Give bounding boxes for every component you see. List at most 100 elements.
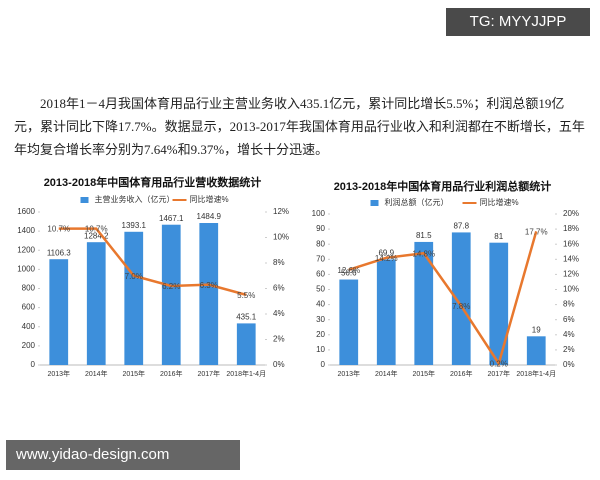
x-tick-label: 2017年	[197, 369, 220, 378]
bar	[526, 336, 546, 365]
y-tick-label: 20	[316, 330, 325, 339]
bar-value-label: 1393.1	[122, 221, 147, 230]
y2-tick-label: 16%	[563, 239, 579, 248]
chart-title: 2013-2018年中国体育用品行业营收数据统计	[44, 175, 262, 189]
line-value-label: 10.7%	[85, 225, 108, 234]
bar-value-label: 1106.3	[47, 248, 71, 257]
y2-tick-label: 12%	[273, 207, 289, 216]
y-tick-label: 400	[22, 322, 36, 331]
bar	[376, 259, 396, 365]
footer-link: www.yidao-design.com	[6, 440, 240, 470]
y2-tick-label: 12%	[563, 270, 579, 279]
line-value-label: 7.8%	[452, 302, 470, 311]
bar-value-label: 56.6	[341, 269, 357, 278]
y-tick-label: 1400	[17, 226, 35, 235]
bar	[451, 232, 471, 365]
x-tick-label: 2015年	[122, 369, 145, 378]
legend-swatch	[80, 197, 89, 203]
y-tick-label: 90	[316, 224, 325, 233]
x-tick-label: 2018年1-4月	[516, 369, 556, 378]
bar	[339, 279, 359, 365]
bar	[49, 259, 69, 365]
y-tick-label: 1200	[17, 245, 35, 254]
badge: TG: MYYJJPP	[446, 8, 590, 36]
bar	[414, 241, 434, 365]
legend-label: 利润总额（亿元）	[385, 197, 449, 207]
growth-line	[58, 227, 247, 297]
y-tick-label: 600	[22, 303, 36, 312]
x-tick-label: 2014年	[375, 369, 398, 378]
y2-tick-label: 6%	[563, 315, 575, 324]
y-tick-label: 800	[22, 284, 36, 293]
y-tick-label: 10	[316, 345, 325, 354]
line-value-label: 5.5%	[237, 291, 255, 300]
x-tick-label: 2014年	[85, 369, 108, 378]
y2-tick-label: 6%	[273, 284, 285, 293]
charts: 2013-2018年中国体育用品行业营收数据统计0200400600800100…	[17, 175, 579, 378]
bar	[199, 223, 219, 365]
y-tick-label: 50	[316, 285, 325, 294]
y-tick-label: 30	[316, 315, 325, 324]
y2-tick-label: 8%	[563, 300, 575, 309]
paragraph: 2018年1－4月我国体育用品行业主营业务收入435.1亿元，累计同比增长5.5…	[14, 96, 585, 157]
line-value-label: 7.0%	[125, 272, 143, 281]
y2-tick-label: 4%	[563, 330, 575, 339]
line-value-label: 17.7%	[525, 227, 548, 236]
line-value-label: 0.2%	[490, 360, 508, 369]
y2-tick-label: 10%	[273, 233, 289, 242]
y2-tick-label: 14%	[563, 254, 579, 263]
legend-label: 同比增速%	[480, 197, 519, 207]
y2-tick-label: 4%	[273, 309, 285, 318]
y-tick-label: 100	[312, 209, 326, 218]
line-value-label: 14.8%	[412, 249, 435, 258]
y-tick-label: 0	[31, 360, 36, 369]
bar-value-label: 87.8	[453, 222, 469, 231]
y-tick-label: 70	[316, 254, 325, 263]
bar-value-label: 1284.2	[84, 231, 109, 240]
bar-value-label: 435.1	[236, 313, 257, 322]
legend-label: 主营业务收入（亿元）	[95, 194, 175, 204]
line-value-label: 14.2%	[375, 254, 398, 263]
legend-label: 同比增速%	[190, 194, 229, 204]
x-tick-label: 2016年	[450, 369, 473, 378]
x-tick-label: 2018年1-4月	[226, 369, 266, 378]
x-tick-label: 2013年	[47, 369, 70, 378]
bar	[489, 242, 509, 365]
y2-tick-label: 10%	[563, 285, 579, 294]
line-value-label: 10.7%	[47, 225, 70, 234]
y-tick-label: 200	[22, 341, 36, 350]
growth-line	[348, 231, 538, 367]
bar-value-label: 69.9	[378, 249, 394, 258]
bar-value-label: 81.5	[416, 231, 432, 240]
y-tick-label: 80	[316, 239, 325, 248]
bar-value-label: 19	[532, 325, 541, 334]
bar-value-label: 1484.9	[197, 212, 222, 221]
x-tick-label: 2016年	[160, 369, 183, 378]
legend-swatch	[370, 200, 379, 206]
y2-tick-label: 20%	[563, 209, 579, 218]
y-tick-label: 0	[321, 360, 326, 369]
y-tick-label: 1000	[17, 264, 35, 273]
y-tick-label: 60	[316, 270, 325, 279]
bar	[86, 242, 106, 365]
y2-tick-label: 2%	[273, 335, 285, 344]
x-tick-label: 2015年	[412, 369, 435, 378]
bar	[161, 224, 181, 365]
y-tick-label: 1600	[17, 207, 35, 216]
y2-tick-label: 18%	[563, 224, 579, 233]
line-value-label: 6.2%	[162, 282, 180, 291]
y2-tick-label: 0%	[563, 360, 575, 369]
x-tick-label: 2017年	[487, 369, 510, 378]
x-tick-label: 2013年	[337, 369, 360, 378]
y2-tick-label: 8%	[273, 258, 285, 267]
y2-tick-label: 2%	[563, 345, 575, 354]
bar-value-label: 1467.1	[159, 214, 184, 223]
y-tick-label: 40	[316, 300, 325, 309]
line-value-label: 12.6%	[337, 266, 360, 275]
line-value-label: 6.3%	[200, 281, 218, 290]
chart-title: 2013-2018年中国体育用品行业利润总额统计	[334, 179, 552, 193]
bar	[124, 231, 144, 365]
y2-tick-label: 0%	[273, 360, 285, 369]
bar-value-label: 81	[494, 232, 503, 241]
